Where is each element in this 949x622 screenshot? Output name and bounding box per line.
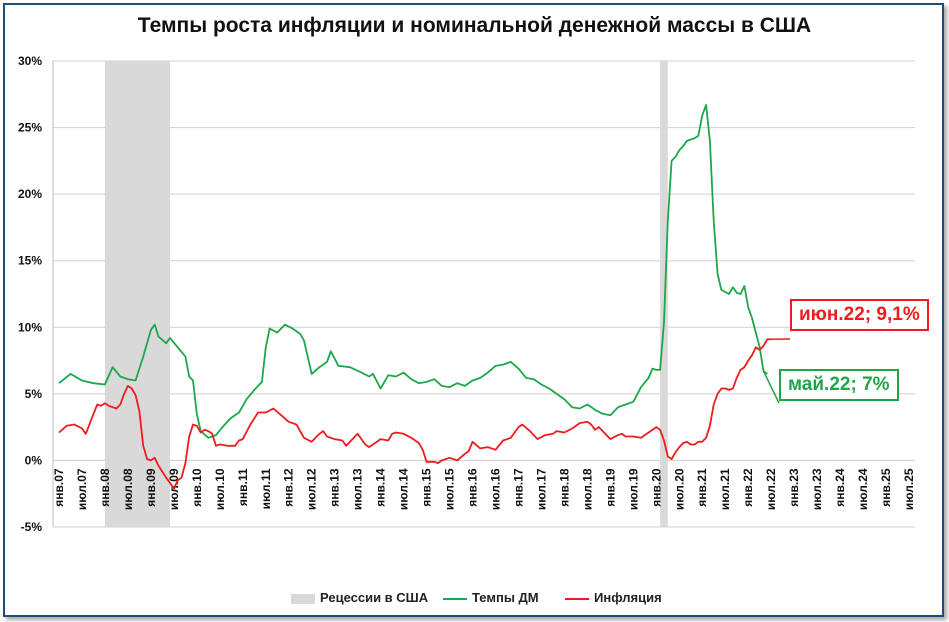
x-tick-label: июл.18	[580, 468, 594, 510]
x-tick-label: янв.21	[695, 468, 709, 507]
series-line-money-supply	[58, 104, 768, 439]
x-tick-label: янв.23	[787, 468, 801, 507]
x-tick-label: янв.07	[52, 468, 66, 507]
x-tick-label: янв.12	[282, 468, 296, 507]
y-tick-label: -5%	[21, 520, 43, 534]
legend-swatch-money-supply	[443, 598, 467, 600]
x-axis: янв.07 июл.07 янв.08 июл.08 янв.09 июл.09 янв.…	[52, 468, 916, 510]
x-tick-label: июл.21	[718, 468, 732, 510]
y-tick-label: 15%	[18, 254, 42, 268]
callout-leader	[762, 370, 780, 404]
x-tick-label: янв.20	[649, 468, 663, 507]
legend-label-recessions: Рецессии в США	[320, 590, 429, 605]
x-tick-label: июл.15	[443, 468, 457, 510]
legend-swatch-inflation	[565, 598, 589, 600]
x-tick-label: июл.22	[764, 468, 778, 510]
chart-title: Темпы роста инфляции и номинальной денеж…	[137, 14, 812, 37]
recession-band	[104, 61, 171, 527]
x-tick-label: июл.13	[351, 468, 365, 510]
x-tick-label: янв.18	[557, 468, 571, 507]
x-tick-label: янв.08	[98, 468, 112, 507]
callout-inflation: июн.22; 9,1%	[790, 299, 929, 331]
series-line-inflation	[58, 338, 772, 490]
legend: Рецессии в США Темпы ДМ Инфляция	[0, 590, 949, 610]
x-tick-label: янв.16	[466, 468, 480, 507]
x-tick-label: июл.19	[626, 468, 640, 510]
x-tick-label: янв.13	[328, 468, 342, 507]
x-tick-label: июл.10	[213, 468, 227, 510]
callout-leaders	[762, 338, 791, 404]
x-tick-label: июл.08	[121, 468, 135, 510]
x-tick-label: янв.24	[833, 468, 847, 507]
gridlines	[52, 60, 915, 528]
x-tick-label: июл.25	[902, 468, 916, 510]
y-tick-label: 10%	[18, 320, 42, 334]
x-tick-label: июл.16	[488, 468, 502, 510]
x-tick-label: июл.17	[534, 468, 548, 510]
x-tick-label: июл.11	[259, 468, 273, 509]
x-tick-label: июл.12	[305, 468, 319, 510]
x-tick-label: июл.24	[856, 468, 870, 510]
x-tick-label: янв.15	[420, 468, 434, 507]
legend-label-inflation: Инфляция	[594, 590, 662, 605]
recession-bands	[104, 61, 668, 527]
x-tick-label: июл.14	[397, 468, 411, 510]
y-tick-label: 0%	[25, 453, 43, 467]
x-tick-label: янв.25	[879, 468, 893, 507]
x-tick-label: янв.19	[603, 468, 617, 507]
x-tick-label: янв.09	[144, 468, 158, 507]
y-tick-label: 20%	[18, 187, 42, 201]
x-tick-label: июл.20	[672, 468, 686, 510]
series-group	[58, 104, 772, 490]
y-axis: -5% 0% 5% 10% 15% 20% 25% 30%	[18, 54, 42, 534]
x-tick-label: янв.22	[741, 468, 755, 507]
x-tick-label: янв.11	[236, 468, 250, 506]
legend-label-money-supply: Темпы ДМ	[472, 590, 539, 605]
x-tick-label: июл.07	[75, 468, 89, 510]
legend-swatch-recessions	[291, 594, 315, 604]
x-tick-label: янв.14	[374, 468, 388, 507]
recession-band	[660, 61, 668, 527]
x-tick-label: июл.23	[810, 468, 824, 510]
x-tick-label: янв.17	[511, 468, 525, 507]
callout-money-supply: май.22; 7%	[779, 369, 899, 401]
y-tick-label: 5%	[25, 387, 43, 401]
y-tick-label: 25%	[18, 121, 42, 135]
y-tick-label: 30%	[18, 54, 42, 68]
x-tick-label: янв.10	[190, 468, 204, 507]
